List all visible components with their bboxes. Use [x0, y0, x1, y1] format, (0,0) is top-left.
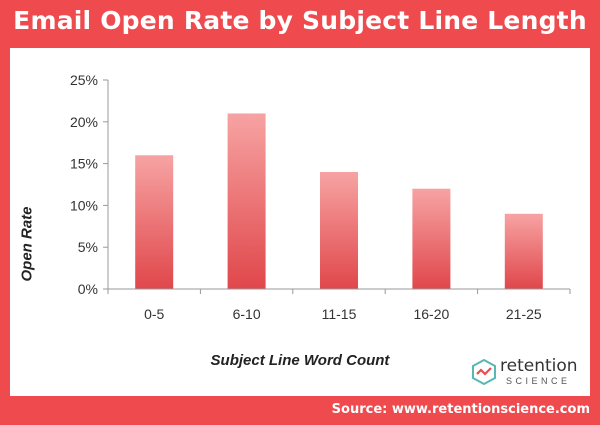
retention-science-logo: retention SCIENCE — [472, 356, 582, 390]
x-tick-label: 6-10 — [233, 306, 261, 322]
chart-title: Email Open Rate by Subject Line Length — [13, 6, 587, 35]
bar-11-15 — [320, 171, 358, 289]
y-tick-label: 20% — [70, 114, 98, 130]
y-tick-label: 15% — [70, 156, 98, 172]
x-tick-label: 16-20 — [413, 306, 449, 322]
chart-panel: 0-5 6-10 11-15 16-20 21-25 0% 5% 10% 15% 20% 25% O… — [10, 48, 590, 396]
x-tick-label: 21-25 — [506, 306, 542, 322]
y-tick-label: 10% — [70, 197, 98, 213]
y-tick-label: 0% — [78, 281, 98, 297]
x-tick-label: 0-5 — [144, 306, 164, 322]
bar-chart: 0-5 6-10 11-15 16-20 21-25 0% 5% 10% 15% 20% 25% — [70, 72, 571, 322]
y-tick-label: 25% — [70, 72, 98, 88]
bar-16-20 — [412, 188, 451, 289]
y-axis-label: Open Rate — [18, 206, 36, 282]
y-tick-label: 5% — [78, 239, 98, 255]
logo-hexagon-icon — [472, 359, 496, 385]
bar-21-25 — [504, 213, 543, 289]
logo-text-retention: retention — [500, 356, 578, 376]
logo-text-science: SCIENCE — [506, 376, 571, 386]
bar-6-10 — [227, 113, 266, 289]
x-tick-label: 11-15 — [322, 306, 357, 322]
bar-0-5 — [135, 155, 174, 289]
x-axis-label: Subject Line Word Count — [210, 352, 390, 369]
source-credit: Source: www.retentionscience.com — [331, 402, 590, 417]
